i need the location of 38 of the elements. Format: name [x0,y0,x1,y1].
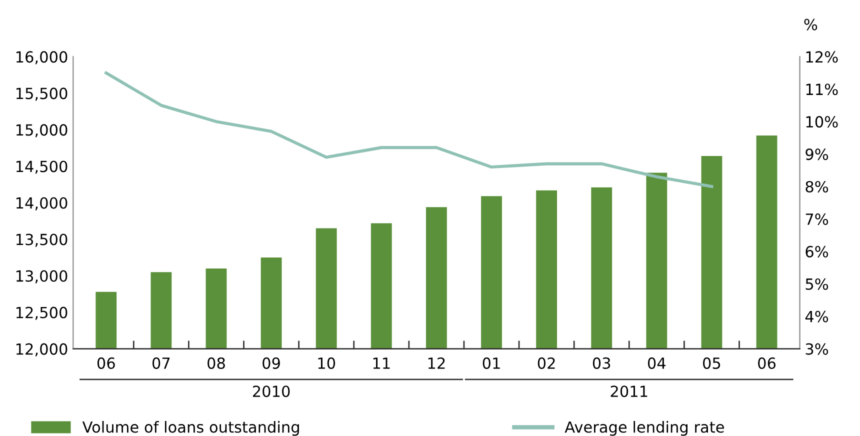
y2-tick-label: 7% [806,213,828,225]
legend-label: Volume of loans outstanding [82,420,299,436]
y-tick-label: 14,000 [16,197,68,210]
y-tick-label: 12,500 [16,306,68,320]
y-tick-label: 16,000 [16,51,68,64]
y2-tick-label: 8% [806,180,828,193]
y2-tick-label: 11% [806,84,838,96]
y-tick-label: 13,000 [16,270,68,284]
y-tick-label: 13,500 [16,234,68,247]
x-tick-label: 07 [152,357,170,369]
x-tick-label: 03 [592,357,610,369]
x-tick-label: 02 [538,357,555,369]
y-tick-label: 15,000 [16,124,68,138]
y2-tick-label: 4% [805,310,828,322]
x-tick-label: 05 [703,357,720,369]
x-tick-label: 12 [428,357,445,369]
y2-tick-label: 12% [806,51,838,63]
y2-tick-label: 10% [806,116,838,128]
y2-tick-label: 9% [806,148,828,160]
text: 2011 [610,386,648,398]
x-tick-label: 06 [758,357,776,369]
text: 2010 [252,386,290,398]
y-tick-label: 14,500 [16,160,68,174]
x-tick-label: 04 [648,357,666,369]
x-tick-label: 11 [373,358,390,369]
x-tick-label: 01 [482,357,500,369]
y-tick-label: 12,000 [16,343,68,356]
y-tick-label: 15,500 [16,88,68,101]
x-tick-label: 10 [318,357,336,369]
y2-tick-label: 5% [806,278,828,290]
y2-tick-label: 3% [806,343,828,355]
x-tick-label: 06 [97,357,115,369]
y2-axis-title: % [804,18,818,30]
y2-tick-label: 6% [806,246,828,258]
x-tick-label: 08 [208,357,225,369]
legend-label: Average lending rate [564,420,724,436]
line-series [104,71,714,188]
x-tick-label: 09 [262,357,280,369]
